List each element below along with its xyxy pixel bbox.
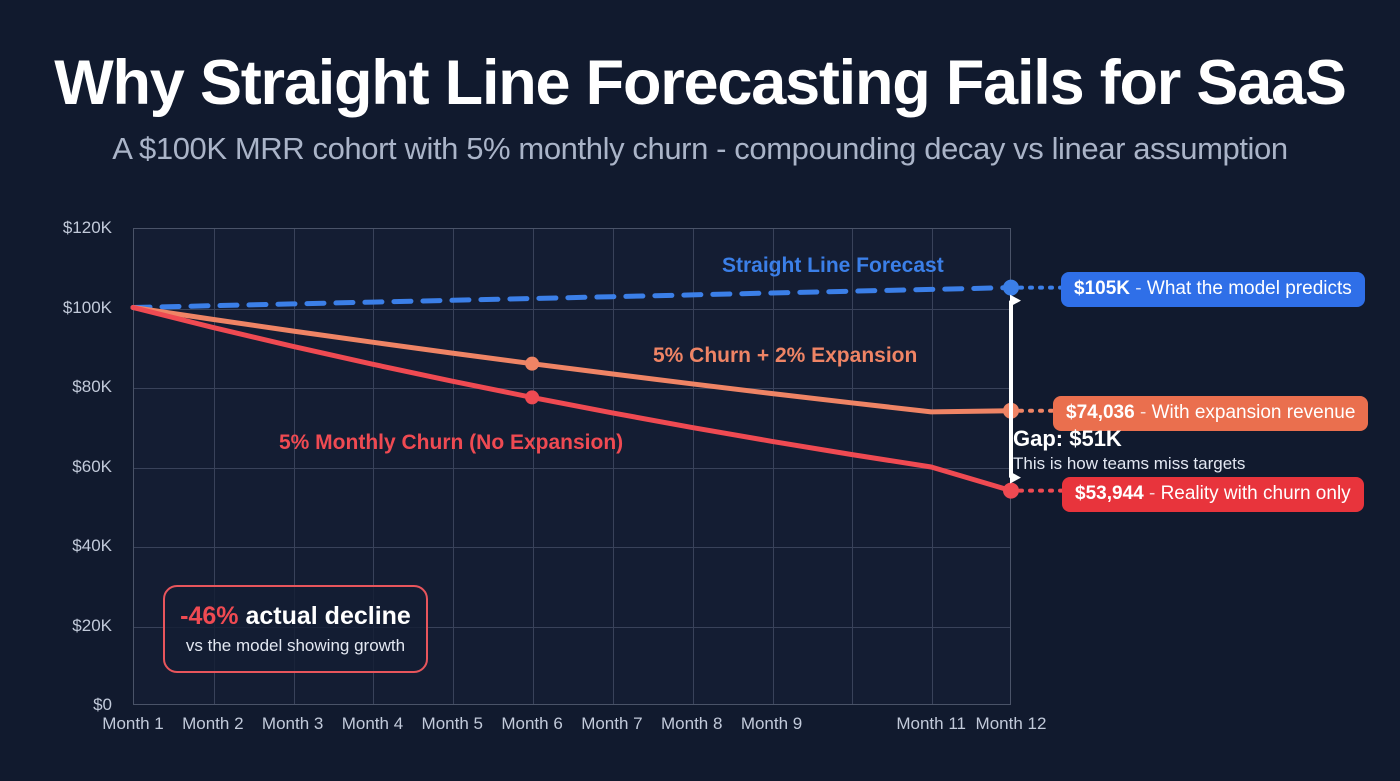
- x-axis-tick-label: Month 3: [261, 714, 324, 733]
- page-subtitle: A $100K MRR cohort with 5% monthly churn…: [112, 131, 1288, 167]
- y-axis-tick-label: $120K: [62, 218, 112, 237]
- callout-churn: $53,944 - Reality with churn only: [1062, 477, 1364, 512]
- gridline-vertical: [692, 229, 694, 704]
- callout-forecast-desc: What the model predicts: [1146, 278, 1352, 299]
- decline-percent: -46%: [180, 602, 239, 630]
- series-midpoint-marker: [525, 390, 540, 405]
- series-midpoint-marker: [525, 356, 540, 371]
- x-axis-tick-label: Month 6: [501, 714, 563, 733]
- x-axis-tick-label: Month 1: [102, 714, 164, 733]
- series-label-expansion: 5% Churn + 2% Expansion: [653, 344, 918, 367]
- callout-forecast-value: $105K: [1074, 278, 1130, 299]
- gap-subtext: This is how teams miss targets: [1013, 453, 1246, 473]
- page-title: Why Straight Line Forecasting Fails for …: [54, 48, 1347, 118]
- series-label-forecast: Straight Line Forecast: [722, 254, 944, 277]
- x-axis-tick-label: Month 12: [975, 714, 1047, 733]
- callout-forecast-sep: -: [1130, 278, 1147, 299]
- y-axis-tick-label: $40K: [72, 536, 112, 555]
- gridline-horizontal: [134, 626, 1010, 628]
- y-axis-tick-label: $0: [93, 695, 112, 714]
- gridline-vertical: [533, 229, 535, 704]
- series-path: [130, 305, 1014, 494]
- callout-expansion-value: $74,036: [1066, 402, 1135, 423]
- callout-churn-sep: -: [1143, 483, 1161, 504]
- x-axis-tick-label: Month 11: [896, 714, 966, 733]
- gap-headline: Gap: $51K: [1013, 426, 1122, 451]
- gridline-vertical: [293, 229, 295, 704]
- x-axis-tick-label: Month 8: [661, 714, 723, 733]
- decline-subtext: vs the model showing growth: [185, 636, 406, 655]
- gridline-horizontal: [134, 308, 1010, 310]
- x-axis-tick-label: Month 7: [581, 714, 643, 733]
- decline-headline-rest: actual decline: [238, 602, 411, 630]
- gridline-vertical: [213, 229, 215, 704]
- gap-annotation: Gap: $51K This is how teams miss targets: [1013, 426, 1245, 474]
- x-axis-tick-label: Month 5: [421, 714, 483, 733]
- y-axis-tick-label: $60K: [72, 456, 112, 476]
- x-axis-tick-label: Month 2: [182, 714, 244, 733]
- x-axis-tick-label: Month 9: [740, 714, 803, 733]
- gridline-vertical: [612, 229, 614, 704]
- callout-churn-desc: Reality with churn only: [1160, 483, 1351, 504]
- y-axis-tick-label: $80K: [72, 377, 112, 396]
- gridline-horizontal: [134, 547, 1010, 548]
- callout-expansion-sep: -: [1134, 402, 1152, 423]
- series-label-churn: 5% Monthly Churn (No Expansion): [279, 431, 624, 454]
- gridline-horizontal: [134, 467, 1010, 469]
- gridline-horizontal: [134, 388, 1010, 389]
- decline-annotation-box: -46% actual decline vs the model showing…: [163, 585, 428, 673]
- callout-churn-value: $53,944: [1075, 483, 1144, 504]
- y-axis-tick-label: $100K: [62, 297, 112, 317]
- x-axis-tick-label: Month 4: [341, 714, 404, 733]
- gridline-vertical: [772, 229, 774, 704]
- series-path: [130, 285, 1014, 310]
- callout-expansion-desc: With expansion revenue: [1151, 402, 1356, 423]
- series-endpoint-marker: [1003, 482, 1019, 499]
- callout-forecast: $105K - What the model predicts: [1061, 272, 1365, 307]
- y-axis-tick-label: $20K: [72, 615, 112, 635]
- series-path: [130, 305, 1014, 415]
- series-endpoint-marker: [1003, 279, 1019, 296]
- decline-headline: -46% actual decline: [180, 602, 411, 631]
- gridline-vertical: [373, 229, 375, 704]
- gridline-vertical: [453, 229, 455, 704]
- gridline-vertical: [852, 229, 854, 704]
- callout-expansion: $74,036 - With expansion revenue: [1053, 396, 1369, 431]
- chart-header: Why Straight Line Forecasting Fails for …: [0, 0, 1400, 167]
